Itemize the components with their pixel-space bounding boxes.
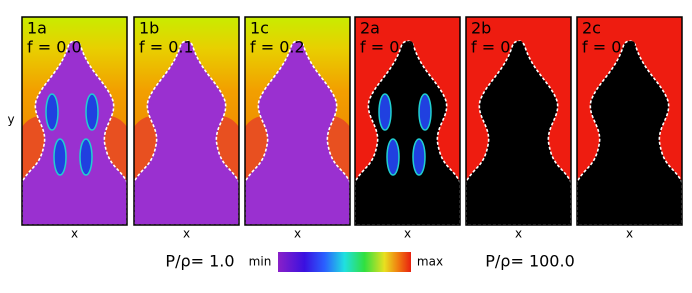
turbulence — [378, 93, 392, 131]
panel-border — [21, 16, 128, 226]
panel-label: f = 0.1 — [471, 38, 526, 57]
panel-id: 2b — [471, 19, 491, 38]
panel-border — [133, 16, 240, 226]
caption: P/ρ= 100.0 — [485, 252, 575, 271]
colorbar-min: min — [249, 255, 272, 269]
panel-label: f = 0.2 — [582, 38, 637, 57]
turbulence — [418, 93, 432, 131]
panel: 1bf = 0.1 — [133, 16, 240, 226]
x-axis-label: x — [404, 227, 411, 241]
turbulence — [85, 93, 99, 131]
x-axis-label: x — [183, 227, 190, 241]
caption: P/ρ= 1.0 — [165, 252, 234, 271]
colorbar-max: max — [417, 255, 443, 269]
panel-border — [354, 16, 461, 226]
panel: 2cf = 0.2 — [576, 16, 683, 226]
panel-label: f = 0.0 — [27, 38, 82, 57]
x-axis-label: x — [294, 227, 301, 241]
panel-id: 1b — [139, 19, 159, 38]
turbulence — [79, 138, 93, 176]
panel-border — [465, 16, 572, 226]
x-axis-label: x — [515, 227, 522, 241]
y-axis-label: y — [7, 113, 14, 127]
panel: 1af = 0.0 — [21, 16, 128, 226]
panel-id: 1a — [27, 19, 47, 38]
panel-border — [244, 16, 351, 226]
turbulence — [53, 138, 67, 176]
panel-id: 2a — [360, 19, 380, 38]
panel-id: 1c — [250, 19, 269, 38]
colorbar — [278, 252, 411, 272]
panel-label: f = 0.2 — [250, 38, 305, 57]
panel: 1cf = 0.2 — [244, 16, 351, 226]
turbulence — [412, 138, 426, 176]
panel: 2af = 0.0 — [354, 16, 461, 226]
x-axis-label: x — [71, 227, 78, 241]
panel-label: f = 0.1 — [139, 38, 194, 57]
panel-border — [576, 16, 683, 226]
turbulence — [386, 138, 400, 176]
x-axis-label: x — [626, 227, 633, 241]
turbulence — [45, 93, 59, 131]
panel-id: 2c — [582, 19, 601, 38]
panel-label: f = 0.0 — [360, 38, 415, 57]
panel: 2bf = 0.1 — [465, 16, 572, 226]
